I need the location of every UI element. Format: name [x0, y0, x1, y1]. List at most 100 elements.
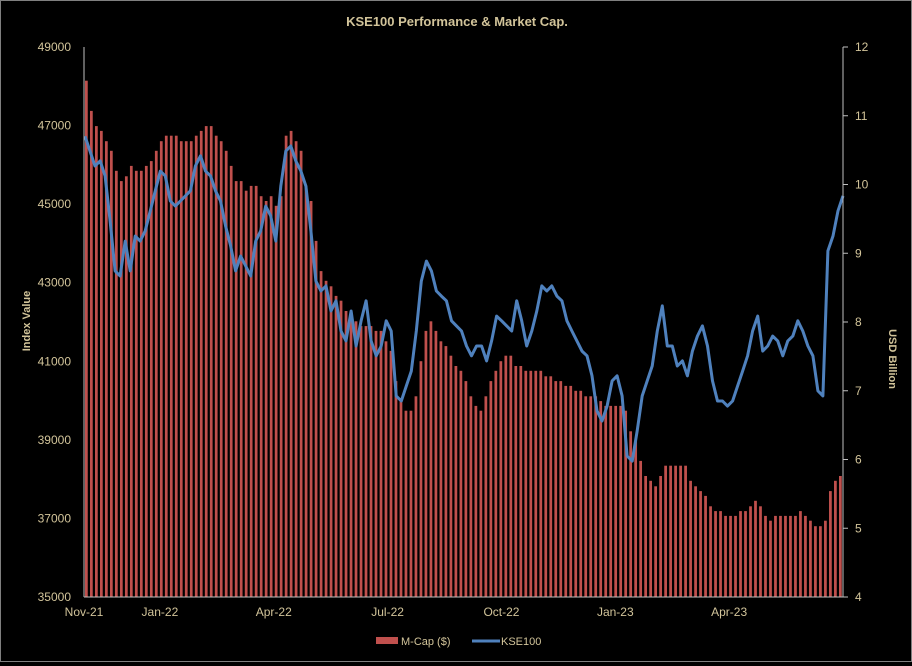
- mcap-bar: [634, 440, 638, 597]
- mcap-bar: [699, 491, 702, 597]
- mcap-bar: [424, 330, 428, 597]
- mcap-bar: [199, 130, 203, 597]
- mcap-bar: [724, 515, 727, 597]
- mcap-bar: [224, 150, 228, 598]
- mcap-bar: [749, 506, 752, 598]
- mcap-bar: [429, 321, 433, 597]
- y-tick-label: 35000: [38, 590, 72, 604]
- y2-axis-label: USD Billion: [886, 329, 898, 389]
- mcap-bar: [434, 330, 438, 597]
- mcap-bar: [574, 390, 578, 598]
- mcap-bar: [204, 126, 208, 597]
- mcap-bar: [659, 476, 662, 597]
- mcap-bar: [124, 176, 128, 598]
- mcap-bar: [734, 515, 737, 597]
- kse100-line: [83, 135, 845, 463]
- mcap-bar: [384, 341, 388, 598]
- y-tick-label: 37000: [38, 511, 72, 525]
- y2-tick-label: 9: [855, 246, 862, 260]
- x-tick-label: Jan-23: [597, 605, 634, 619]
- mcap-bar: [299, 150, 303, 598]
- mcap-bar: [569, 385, 573, 597]
- mcap-bar: [489, 381, 493, 597]
- mcap-bar: [594, 396, 598, 598]
- mcap-bar: [294, 141, 298, 597]
- mcap-bar: [174, 135, 178, 597]
- mcap-bar: [159, 141, 163, 597]
- mcap-bar: [624, 410, 628, 597]
- mcap-bar: [534, 370, 538, 597]
- mcap-bar: [254, 185, 258, 597]
- mcap-bar: [119, 181, 123, 597]
- mcap-bar: [744, 511, 747, 597]
- chart-title: KSE100 Performance & Market Cap.: [346, 14, 568, 29]
- mcap-bar: [364, 326, 368, 597]
- mcap-bar: [339, 300, 343, 597]
- mcap-bar: [589, 396, 593, 598]
- y2-tick-label: 4: [855, 590, 862, 604]
- mcap-bar: [774, 515, 777, 597]
- mcap-bar: [759, 506, 762, 598]
- mcap-bar: [729, 515, 732, 597]
- mcap-bar: [554, 381, 558, 597]
- mcap-bar: [194, 135, 198, 597]
- mcap-bar: [639, 460, 643, 597]
- mcap-bar: [829, 491, 832, 597]
- mcap-bar: [229, 165, 233, 597]
- x-tick-label: Jul-22: [371, 605, 404, 619]
- mcap-bar: [584, 396, 588, 598]
- mcap-bar: [289, 130, 293, 597]
- mcap-bar: [619, 405, 623, 597]
- mcap-bar: [329, 286, 333, 597]
- mcap-bar: [354, 321, 358, 597]
- y2-tick-label: 12: [855, 40, 869, 54]
- mcap-bar: [714, 511, 717, 597]
- mcap-bar: [524, 370, 528, 597]
- mcap-bar: [674, 465, 677, 597]
- mcap-bar: [509, 355, 513, 597]
- mcap-bar: [739, 511, 742, 597]
- mcap-bar: [604, 405, 608, 597]
- legend-mcap-swatch: [376, 637, 398, 644]
- mcap-bar: [469, 396, 473, 598]
- mcap-bar: [399, 401, 403, 597]
- mcap-bar: [309, 201, 313, 597]
- x-axis-ticks: Nov-21 Jan-22 Apr-22 Jul-22 Oct-22 Jan-23 Apr-…: [65, 605, 748, 619]
- mcap-bar: [359, 326, 363, 597]
- mcap-bar: [279, 196, 283, 597]
- right-axis-ticks: 4 5 6 7 8 9 10 11 12: [843, 40, 869, 604]
- mcap-bar: [324, 280, 328, 598]
- mcap-bar: [794, 515, 797, 597]
- y-tick-label: 47000: [38, 119, 72, 133]
- y-tick-label: 45000: [38, 197, 72, 211]
- mcap-bar: [814, 526, 817, 597]
- y-axis-label: Index Value: [21, 291, 33, 352]
- mcap-bar: [394, 381, 398, 597]
- mcap-bar: [484, 396, 488, 598]
- mcap-bar: [154, 150, 158, 598]
- mcap-bar: [839, 476, 842, 597]
- mcap-bar: [409, 410, 413, 597]
- mcap-bar: [769, 520, 772, 597]
- mcap-bar: [504, 355, 508, 597]
- mcap-bar: [189, 141, 193, 597]
- mcap-bar: [599, 401, 603, 597]
- mcap-bar: [809, 520, 812, 597]
- mcap-bar: [369, 326, 373, 597]
- mcap-bar: [319, 271, 323, 597]
- legend-kse-label: KSE100: [501, 636, 541, 648]
- mcap-bar: [549, 376, 553, 597]
- mcap-bar: [234, 181, 238, 597]
- x-tick-label: Apr-23: [711, 605, 747, 619]
- left-axis-ticks: 35000 37000 39000 41000 43000 45000 47000 49000: [38, 40, 72, 604]
- mcap-bar: [209, 126, 213, 597]
- mcap-bar: [629, 431, 633, 597]
- y-tick-label: 41000: [38, 354, 72, 368]
- mcap-bar: [109, 150, 113, 598]
- x-tick-label: Apr-22: [256, 605, 292, 619]
- mcap-bar: [404, 410, 408, 597]
- mcap-bar: [479, 410, 483, 597]
- mcap-bar: [179, 141, 183, 597]
- mcap-bar: [799, 511, 802, 597]
